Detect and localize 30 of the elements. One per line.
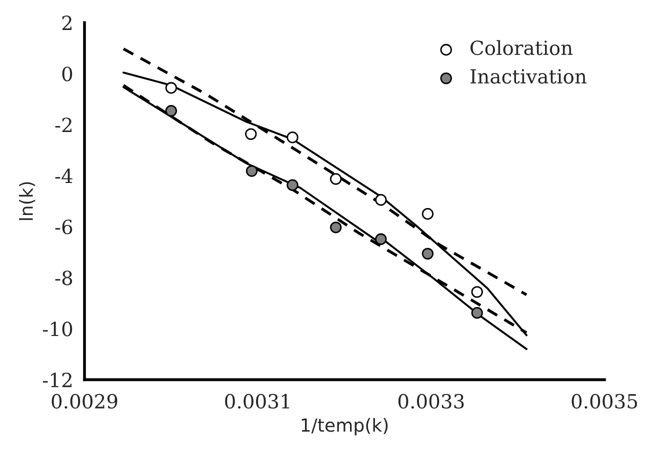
y-tick-label: -12 [42,372,72,388]
x-tick-label: 0.0035 [572,394,638,409]
point [422,208,434,220]
y-tick-label: -2 [55,118,72,132]
point [422,248,434,260]
x-tick-label: 0.0029 [52,394,118,409]
point [246,165,258,177]
point [286,179,298,191]
point [330,222,342,234]
x-axis-title: 1/temp(k) [302,418,388,436]
y-tick-label: -10 [42,322,72,336]
point [471,286,483,298]
y-tick-label: -6 [55,220,72,234]
point [165,105,178,117]
y-tick-label: 2 [62,16,72,30]
legend-label: Inactivation [470,69,586,84]
x-tick-label: 0.0033 [398,394,464,409]
legend-label: Coloration [470,40,573,56]
y-tick-label: -4 [55,168,72,184]
point [245,128,257,140]
y-tick-label: -8 [55,270,72,286]
point [375,194,387,206]
point [375,233,387,245]
point [286,132,298,144]
point [165,82,178,94]
x-tick-label: 0.0031 [225,394,290,409]
point [330,173,342,185]
y-tick-label: 0 [62,66,72,82]
y-axis-title: ln(k) [19,182,36,220]
point [471,307,483,319]
